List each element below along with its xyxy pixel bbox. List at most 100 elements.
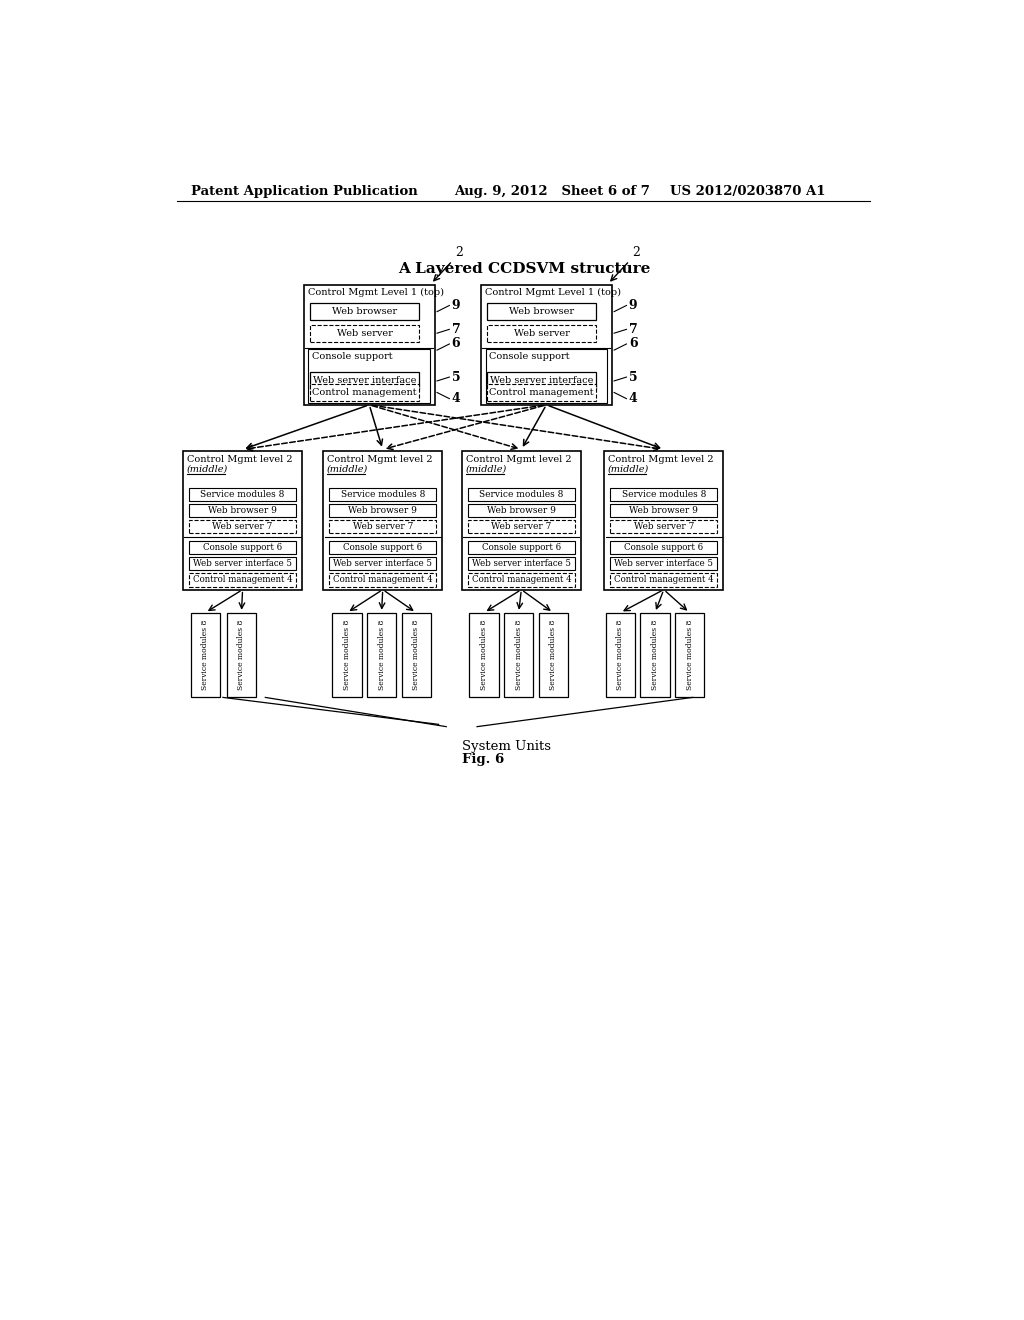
Text: (middle): (middle) bbox=[186, 465, 228, 474]
Text: Web browser: Web browser bbox=[509, 308, 574, 315]
Text: Service modules 8: Service modules 8 bbox=[616, 620, 625, 690]
Text: Aug. 9, 2012   Sheet 6 of 7: Aug. 9, 2012 Sheet 6 of 7 bbox=[454, 185, 650, 198]
Bar bbox=[504, 612, 534, 697]
Text: 9: 9 bbox=[452, 298, 460, 312]
Text: Fig. 6: Fig. 6 bbox=[462, 752, 504, 766]
Text: (middle): (middle) bbox=[327, 465, 369, 474]
Bar bbox=[367, 612, 396, 697]
Text: 6: 6 bbox=[452, 338, 460, 351]
Text: Service modules 8: Service modules 8 bbox=[202, 620, 209, 690]
Bar bbox=[189, 557, 296, 570]
Text: Control Mgmt Level 1 (top): Control Mgmt Level 1 (top) bbox=[307, 288, 443, 297]
Bar bbox=[462, 451, 581, 590]
Bar bbox=[468, 488, 574, 502]
Bar bbox=[610, 520, 717, 533]
Text: Service modules 8: Service modules 8 bbox=[686, 620, 693, 690]
Bar bbox=[189, 541, 296, 554]
Text: Control Mgmt level 2: Control Mgmt level 2 bbox=[608, 455, 714, 463]
Text: Service modules 8: Service modules 8 bbox=[651, 620, 658, 690]
Bar bbox=[468, 520, 574, 533]
Text: Service modules 8: Service modules 8 bbox=[343, 620, 351, 690]
Text: Control management 4: Control management 4 bbox=[333, 576, 432, 585]
Text: 7: 7 bbox=[629, 323, 638, 335]
Text: Service modules 8: Service modules 8 bbox=[479, 490, 563, 499]
Text: Web server 7: Web server 7 bbox=[492, 523, 552, 532]
Text: Control Mgmt level 2: Control Mgmt level 2 bbox=[327, 455, 432, 463]
Text: 6: 6 bbox=[629, 338, 637, 351]
Text: 2: 2 bbox=[455, 247, 463, 259]
Bar bbox=[330, 557, 436, 570]
Text: Console support 6: Console support 6 bbox=[625, 543, 703, 552]
Text: Web browser 9: Web browser 9 bbox=[208, 506, 278, 515]
Text: Web browser 9: Web browser 9 bbox=[630, 506, 698, 515]
Text: Console support 6: Console support 6 bbox=[203, 543, 283, 552]
Bar bbox=[468, 557, 574, 570]
Bar bbox=[323, 451, 442, 590]
Bar bbox=[190, 612, 220, 697]
Text: 7: 7 bbox=[452, 323, 461, 335]
Bar bbox=[487, 384, 596, 401]
Text: 2: 2 bbox=[632, 247, 640, 259]
Text: 4: 4 bbox=[452, 392, 461, 405]
Text: Service modules 8: Service modules 8 bbox=[413, 620, 420, 690]
Bar bbox=[481, 285, 611, 405]
Text: (middle): (middle) bbox=[466, 465, 507, 474]
Text: Web server 7: Web server 7 bbox=[352, 523, 413, 532]
Text: Web server interface 5: Web server interface 5 bbox=[333, 560, 432, 569]
Text: Service modules 8: Service modules 8 bbox=[480, 620, 488, 690]
Text: Web server interface 5: Web server interface 5 bbox=[472, 560, 570, 569]
Bar bbox=[183, 451, 302, 590]
Bar bbox=[675, 612, 705, 697]
Bar bbox=[310, 372, 419, 389]
Text: Console support 6: Console support 6 bbox=[343, 543, 422, 552]
Text: 5: 5 bbox=[452, 371, 460, 384]
Bar bbox=[610, 541, 717, 554]
Text: Web server interface 5: Web server interface 5 bbox=[614, 560, 714, 569]
Text: A Layered CCDSVM structure: A Layered CCDSVM structure bbox=[398, 263, 651, 276]
Bar bbox=[330, 520, 436, 533]
Bar bbox=[487, 325, 596, 342]
Text: Service modules 8: Service modules 8 bbox=[378, 620, 386, 690]
Bar bbox=[604, 451, 724, 590]
Text: 4: 4 bbox=[629, 392, 638, 405]
Bar bbox=[468, 504, 574, 517]
Text: Service modules 8: Service modules 8 bbox=[622, 490, 706, 499]
Bar bbox=[330, 504, 436, 517]
Text: Service modules 8: Service modules 8 bbox=[201, 490, 285, 499]
Text: Control Mgmt Level 1 (top): Control Mgmt Level 1 (top) bbox=[484, 288, 621, 297]
Bar bbox=[401, 612, 431, 697]
Bar bbox=[189, 488, 296, 502]
Text: Web browser 9: Web browser 9 bbox=[348, 506, 417, 515]
Text: Patent Application Publication: Patent Application Publication bbox=[190, 185, 418, 198]
Bar bbox=[468, 573, 574, 586]
Bar bbox=[310, 384, 419, 401]
Text: Control Mgmt level 2: Control Mgmt level 2 bbox=[186, 455, 293, 463]
Text: Console support 6: Console support 6 bbox=[481, 543, 561, 552]
Text: Control management 4: Control management 4 bbox=[471, 576, 571, 585]
Text: Console support: Console support bbox=[311, 351, 392, 360]
Bar bbox=[226, 612, 256, 697]
Bar bbox=[333, 612, 361, 697]
Bar bbox=[605, 612, 635, 697]
Bar bbox=[469, 612, 499, 697]
Text: Web server 7: Web server 7 bbox=[634, 523, 694, 532]
Text: Control management: Control management bbox=[312, 388, 417, 397]
Text: Web server interface 5: Web server interface 5 bbox=[194, 560, 292, 569]
Text: Service modules 8: Service modules 8 bbox=[549, 620, 557, 690]
Text: 5: 5 bbox=[629, 371, 637, 384]
Bar bbox=[485, 350, 607, 404]
Text: Service modules 8: Service modules 8 bbox=[238, 620, 246, 690]
Bar bbox=[487, 372, 596, 389]
Text: Web server interface: Web server interface bbox=[313, 376, 417, 385]
Text: Web server: Web server bbox=[514, 329, 569, 338]
Bar bbox=[189, 573, 296, 586]
Bar bbox=[330, 488, 436, 502]
Text: (middle): (middle) bbox=[608, 465, 649, 474]
Bar bbox=[610, 488, 717, 502]
Bar bbox=[189, 520, 296, 533]
Bar bbox=[310, 304, 419, 321]
Bar bbox=[304, 285, 435, 405]
Text: Web server 7: Web server 7 bbox=[212, 523, 272, 532]
Bar bbox=[610, 573, 717, 586]
Bar bbox=[310, 325, 419, 342]
